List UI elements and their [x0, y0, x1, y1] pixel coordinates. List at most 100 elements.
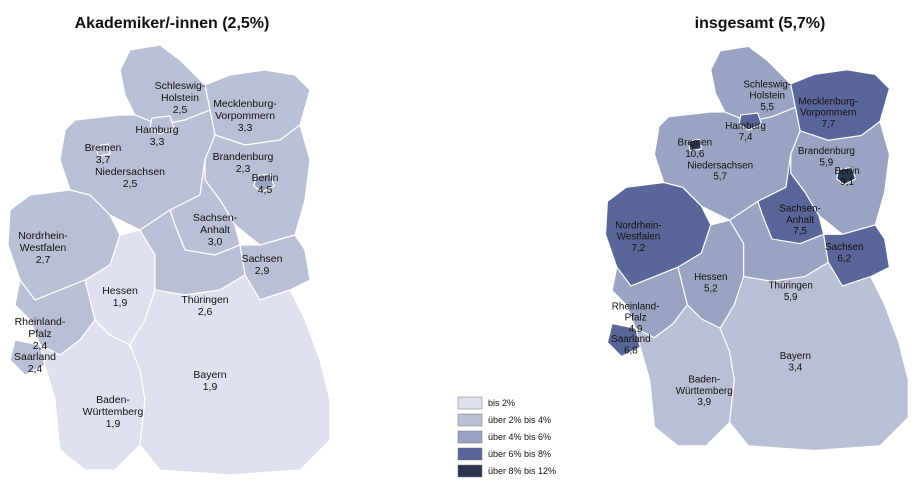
region-name: Sachsen: [825, 242, 863, 253]
region-value: 3,9: [697, 397, 711, 408]
region: [738, 112, 763, 131]
region-name: Holstein: [161, 92, 199, 104]
region-name: Sachsen: [242, 253, 283, 265]
region-name: Rheinland-: [15, 316, 66, 328]
region-value: 4,5: [258, 184, 273, 196]
region-name: Brandenburg: [798, 146, 855, 157]
region: [9, 339, 46, 376]
region-name: Mecklenburg-: [798, 96, 858, 107]
region-value: 6,8: [624, 345, 638, 356]
legend-swatch: [457, 447, 483, 461]
region: [253, 173, 275, 193]
region-name: Mecklenburg-: [213, 98, 277, 110]
region-name: Pfalz: [28, 328, 51, 340]
region-value: 3,7: [96, 154, 111, 166]
region-name: Vorpommern: [800, 108, 856, 119]
region-name: Niedersachsen: [687, 160, 753, 171]
region-name: Hessen: [694, 272, 727, 283]
region-value: 3,3: [150, 136, 165, 148]
region-name: Württemberg: [83, 406, 144, 418]
region-value: 7,2: [632, 243, 646, 254]
region-name: Bayern: [780, 351, 811, 362]
region-name: Bremen: [678, 138, 713, 149]
region-value: 5,5: [760, 102, 774, 113]
legend-label: über 4% bis 6%: [488, 432, 551, 442]
region-value: 2,9: [255, 265, 270, 277]
region: [606, 322, 641, 358]
region-name: Nordrhein-: [18, 230, 68, 242]
region-name: Schleswig-: [155, 80, 206, 92]
region-name: Brandenburg: [213, 151, 274, 163]
region-name: Saarland: [14, 351, 56, 363]
region-name: Pfalz: [625, 313, 647, 324]
region-name: Baden-: [688, 375, 720, 386]
region-name: Sachsen-: [779, 204, 821, 215]
region-value: 10,6: [685, 149, 705, 160]
region-name: Sachsen-: [193, 212, 238, 224]
region-value: 7,7: [821, 119, 835, 130]
region-name: Anhalt: [786, 215, 814, 226]
region-value: 1,9: [203, 381, 218, 393]
legend-swatch: [457, 413, 483, 427]
region-name: Vorpommern: [215, 110, 275, 122]
region-name: Anhalt: [200, 224, 230, 236]
legend-label: über 6% bis 8%: [488, 449, 551, 459]
region-value: 2,6: [198, 306, 213, 318]
region-name: Niedersachsen: [95, 166, 165, 178]
region-name: Nordrhein-: [615, 220, 662, 231]
region-value: 2,4: [28, 363, 43, 375]
region: [719, 261, 909, 452]
region-value: 3,0: [208, 236, 223, 248]
region-name: Thüringen: [768, 281, 812, 292]
region-name: Hamburg: [135, 124, 178, 136]
region-value: 9,1: [840, 177, 854, 188]
region-value: 5,9: [784, 292, 798, 303]
region-value: 7,4: [739, 132, 753, 143]
region: [687, 138, 703, 152]
region-value: 5,2: [704, 283, 718, 294]
region-name: Westfalen: [20, 242, 67, 254]
region-value: 2,5: [123, 178, 138, 190]
region-value: 5,9: [820, 157, 834, 168]
region-name: Hessen: [102, 285, 138, 297]
legend-swatch: [457, 430, 483, 444]
region: [129, 274, 331, 476]
legend-label: bis 2%: [488, 398, 515, 408]
region: [149, 115, 175, 135]
region-value: 2,3: [236, 163, 251, 175]
region-name: Berlin: [252, 172, 279, 184]
region-value: 2,4: [33, 340, 48, 352]
region-name: Thüringen: [181, 294, 228, 306]
region-value: 3,3: [238, 122, 253, 134]
map-title: Akademiker/-innen (2,5%): [75, 15, 270, 32]
region-name: Schleswig-: [743, 79, 791, 90]
region-name: Baden-: [96, 394, 130, 406]
legend-label: über 2% bis 4%: [488, 415, 551, 425]
region-name: Holstein: [749, 91, 785, 102]
region-value: 1,9: [106, 418, 121, 430]
region-value: 5,7: [713, 172, 727, 183]
region: [836, 166, 857, 186]
region-value: 6,2: [837, 253, 851, 264]
region-value: 2,5: [173, 104, 188, 116]
region-name: Bayern: [193, 369, 226, 381]
region-name: Westfalen: [617, 232, 661, 243]
legend-swatch: [457, 396, 483, 410]
region: [95, 143, 111, 157]
map-title: insgesamt (5,7%): [695, 15, 826, 32]
region-name: Saarland: [611, 334, 650, 345]
legend-swatch: [457, 464, 483, 478]
region-value: 3,4: [789, 362, 803, 373]
region-name: Berlin: [834, 166, 859, 177]
legend-label: über 8% bis 12%: [488, 466, 556, 476]
region-name: Rheinland-: [612, 301, 660, 312]
region-value: 4,9: [629, 324, 643, 335]
region-name: Bremen: [85, 142, 122, 154]
region-value: 7,5: [793, 226, 807, 237]
region-value: 2,7: [36, 254, 51, 266]
region-name: Württemberg: [676, 386, 733, 397]
region-value: 1,9: [113, 297, 128, 309]
